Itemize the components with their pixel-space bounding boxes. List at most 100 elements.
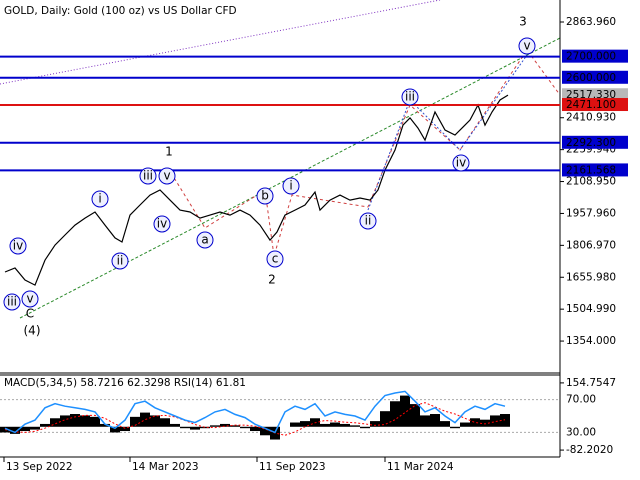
macd-bar <box>110 426 120 433</box>
macd-bar <box>120 426 130 432</box>
y-tick-label: 1957.960 <box>566 207 616 219</box>
y2-tick-label: 70.00 <box>566 394 596 406</box>
macd-bar <box>480 419 490 427</box>
y-tick-label: -82.2020 <box>566 444 613 456</box>
y-tick-label: 1504.990 <box>566 303 616 315</box>
macd-bar <box>450 426 460 429</box>
macd-bar <box>70 414 80 427</box>
macd-bar <box>210 425 220 427</box>
wave-label: a <box>201 233 208 247</box>
y2-tick-label: 30.00 <box>566 426 596 438</box>
macd-bar <box>370 421 380 427</box>
chart-title: GOLD, Daily: Gold (100 oz) vs US Dollar … <box>4 5 237 17</box>
macd-bar <box>160 418 170 427</box>
wave-label: v <box>523 39 530 53</box>
macd-bar <box>230 425 240 427</box>
y-tick-label: 1354.000 <box>566 335 616 347</box>
macd-bar <box>140 412 150 427</box>
macd-bar <box>50 418 60 427</box>
wave-label: v <box>26 292 33 306</box>
wave-label: C <box>26 307 34 321</box>
channel-line <box>19 37 561 319</box>
wave-circle <box>153 215 171 233</box>
macd-bar <box>350 425 360 427</box>
macd-bar <box>200 426 210 429</box>
level-label: 2471.100 <box>566 99 616 111</box>
macd-bar <box>440 421 450 427</box>
x-tick-label: 11 Mar 2024 <box>387 461 454 473</box>
macd-bar <box>250 426 260 432</box>
wave-label: iv <box>456 156 466 170</box>
y-tick-label: 1655.980 <box>566 271 616 283</box>
macd-bar <box>20 426 30 432</box>
macd-bar <box>40 423 50 427</box>
main-panel <box>0 0 561 319</box>
wave-circle <box>196 231 214 249</box>
level-box <box>562 98 628 112</box>
wave-circle <box>111 252 129 270</box>
wave-circle <box>359 212 377 230</box>
level-box <box>562 49 628 63</box>
wave-circle <box>9 237 27 255</box>
y-tick-label: 2108.950 <box>566 176 616 188</box>
wave-label: ii <box>117 254 124 268</box>
wave-circle <box>91 190 109 208</box>
y-tick-label: 2410.930 <box>566 112 616 124</box>
macd-bar <box>60 415 70 427</box>
level-label: 2600.000 <box>566 72 616 84</box>
macd-bar <box>150 415 160 427</box>
price-box <box>562 88 628 102</box>
wave-circle <box>518 37 536 55</box>
macd-bar <box>340 423 350 427</box>
y-tick-label: 2863.960 <box>566 16 616 28</box>
macd-bar <box>80 415 90 427</box>
macd-bar <box>400 395 410 427</box>
wave-path <box>367 54 528 211</box>
wave-label: iii <box>405 90 415 104</box>
macd-bar <box>490 415 500 427</box>
wave-label: (4) <box>24 324 41 338</box>
level-box <box>562 163 628 177</box>
wave-circle <box>266 250 284 268</box>
signal-line <box>4 402 506 436</box>
macd-bar <box>500 414 510 427</box>
wave-label: ii <box>365 214 372 228</box>
macd-bar <box>100 423 110 427</box>
wave-circle <box>282 177 300 195</box>
rsi-line <box>4 390 506 434</box>
wave-circle <box>452 154 470 172</box>
wave-label: 1 <box>165 145 173 159</box>
macd-bar <box>30 426 40 430</box>
macd-bar <box>390 401 400 427</box>
wave-label: c <box>272 252 279 266</box>
macd-bar <box>460 422 470 427</box>
macd-bar <box>380 411 390 427</box>
wave-circle <box>401 88 419 106</box>
macd-bar <box>420 415 430 427</box>
x-tick-label: 14 Mar 2023 <box>132 461 199 473</box>
wave-circle <box>3 293 21 311</box>
level-label: 2161.568 <box>566 164 616 176</box>
x-tick-label: 13 Sep 2022 <box>6 461 73 473</box>
macd-bar <box>260 426 270 436</box>
macd-bar <box>290 422 300 427</box>
wave-circle <box>139 167 157 185</box>
y-tick-label: 1806.970 <box>566 239 616 251</box>
macd-bar <box>130 416 140 427</box>
wave-label: i <box>289 179 292 193</box>
macd-bar <box>240 426 250 429</box>
macd-bar <box>470 418 480 427</box>
wave-label: 2 <box>268 273 276 287</box>
x-tick-label: 11 Sep 2023 <box>259 461 326 473</box>
y-tick-label: 154.7547 <box>566 377 616 389</box>
macd-bar <box>170 423 180 427</box>
wave-circle <box>158 167 176 185</box>
wave-label: iv <box>13 239 23 253</box>
macd-bar <box>430 414 440 427</box>
macd-bar <box>360 426 370 429</box>
price-line <box>4 94 509 286</box>
level-box <box>562 135 628 149</box>
macd-bar <box>90 416 100 427</box>
wave-circle <box>256 187 274 205</box>
macd-bar <box>10 426 20 434</box>
